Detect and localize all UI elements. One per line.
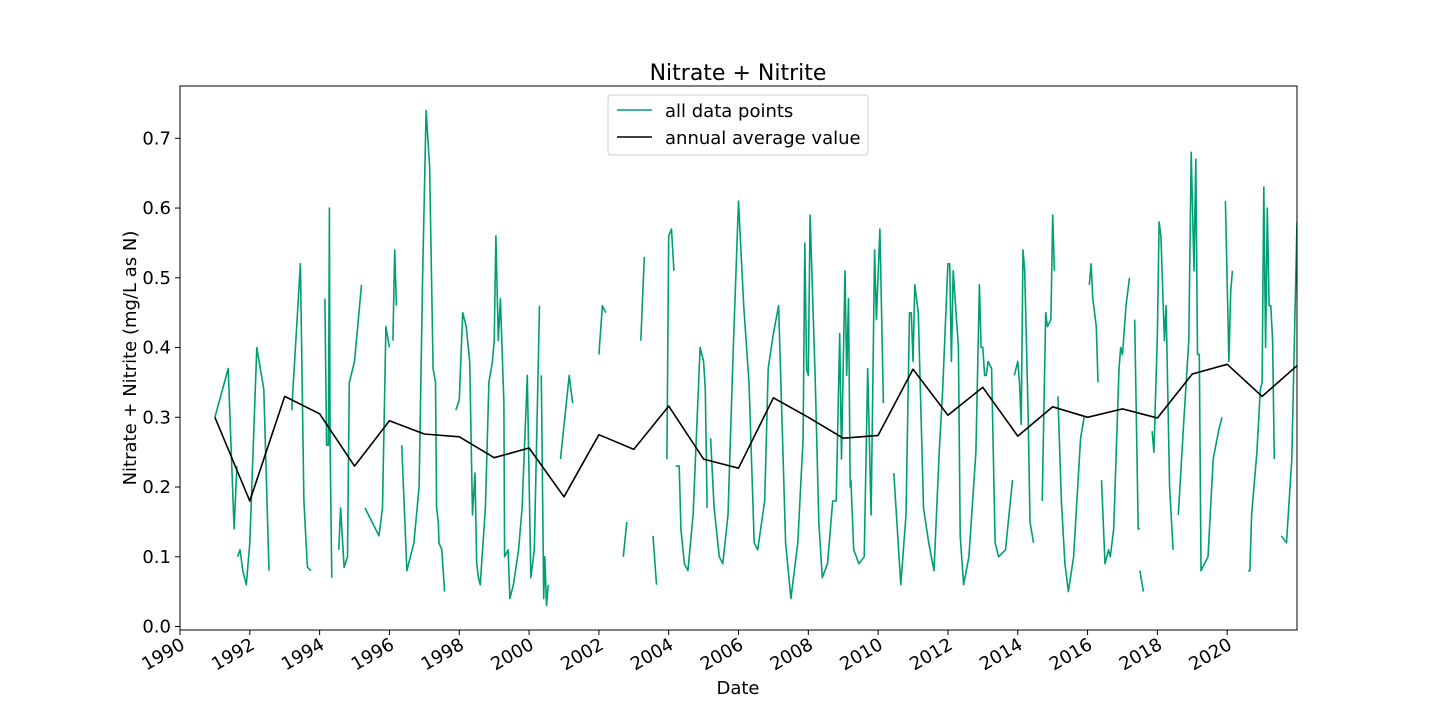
y-tick-label: 0.3 xyxy=(142,407,171,428)
all-data-points-segment-24 xyxy=(1133,319,1140,530)
y-tick-label: 0.6 xyxy=(142,198,171,219)
all-data-points-segment-11 xyxy=(598,304,607,355)
x-tick-label: 2014 xyxy=(976,634,1026,675)
x-tick-label: 2016 xyxy=(1046,634,1096,675)
x-tick-label: 1996 xyxy=(348,634,398,675)
x-axis: 1990 1992 1994 1996 1998 2000 2002 2004 2006 2008… xyxy=(138,630,1236,675)
all-data-points-segment-0 xyxy=(214,367,238,530)
y-tick-label: 0.0 xyxy=(142,617,171,638)
plot-area xyxy=(214,109,1297,607)
legend-label-all-data-points: all data points xyxy=(665,101,793,122)
all-data-points-segment-7 xyxy=(400,109,446,592)
all-data-points-segment-27 xyxy=(1177,151,1223,572)
x-tick-label: 2012 xyxy=(906,634,956,675)
all-data-points-segment-16 xyxy=(675,346,708,572)
x-tick-label: 2010 xyxy=(836,634,886,675)
all-data-points-segment-14 xyxy=(652,535,658,585)
all-data-points-segment-12 xyxy=(622,521,628,557)
y-axis: 0.0 0.1 0.2 0.3 0.4 0.5 0.6 0.7 xyxy=(142,128,180,638)
annual-average-line xyxy=(214,363,1297,502)
y-tick-label: 0.5 xyxy=(142,268,171,289)
all-data-points-segment-23 xyxy=(1100,277,1131,565)
x-tick-label: 2020 xyxy=(1186,634,1236,675)
legend-label-annual-average: annual average value xyxy=(665,128,861,149)
all-data-points-segment-9 xyxy=(540,375,550,607)
x-tick-label: 2002 xyxy=(557,634,607,675)
y-axis-label: Nitrate + Nitrite (mg/L as N) xyxy=(120,231,141,486)
all-data-points-segment-5 xyxy=(364,325,391,537)
all-data-points-segment-20 xyxy=(1041,214,1056,502)
all-data-points-segment-25 xyxy=(1139,570,1145,592)
all-data-points-segment-6 xyxy=(392,249,398,341)
y-tick-label: 0.4 xyxy=(142,338,171,359)
x-tick-label: 2004 xyxy=(627,634,677,675)
x-tick-label: 1992 xyxy=(208,634,258,675)
x-tick-label: 2000 xyxy=(487,634,537,675)
chart-title: Nitrate + Nitrite xyxy=(650,61,827,86)
legend-box xyxy=(607,94,869,156)
all-data-points-segment-2 xyxy=(290,262,312,572)
all-data-points-segment-1 xyxy=(236,346,270,586)
series-all-data-points xyxy=(214,109,1297,607)
all-data-points-segment-10 xyxy=(559,374,574,460)
x-tick-label: 2008 xyxy=(767,634,817,675)
all-data-points-segment-3 xyxy=(324,207,333,578)
all-data-points-segment-15 xyxy=(666,228,675,460)
x-tick-label: 1990 xyxy=(138,634,188,675)
y-tick-label: 0.2 xyxy=(142,477,171,498)
x-axis-label: Date xyxy=(716,678,759,699)
all-data-points-segment-17 xyxy=(709,200,885,600)
series-annual-average xyxy=(214,363,1297,502)
all-data-points-segment-26 xyxy=(1151,221,1174,550)
all-data-points-segment-28 xyxy=(1224,201,1234,363)
all-data-points-segment-22 xyxy=(1088,262,1099,383)
x-tick-label: 1994 xyxy=(278,634,328,675)
x-tick-label: 2018 xyxy=(1116,634,1166,675)
all-data-points-segment-8 xyxy=(455,235,541,600)
legend: all data points annual average value xyxy=(607,94,869,156)
x-tick-label: 1998 xyxy=(418,634,468,675)
all-data-points-segment-21 xyxy=(1057,396,1085,593)
y-tick-label: 0.1 xyxy=(142,547,171,568)
all-data-points-segment-30 xyxy=(1280,221,1297,544)
all-data-points-segment-19 xyxy=(1013,249,1035,543)
x-tick-label: 2006 xyxy=(697,634,747,675)
all-data-points-segment-18 xyxy=(893,262,1014,586)
all-data-points-segment-13 xyxy=(640,256,646,341)
y-tick-label: 0.7 xyxy=(142,128,171,149)
all-data-points-segment-29 xyxy=(1248,186,1276,572)
all-data-points-segment-4 xyxy=(338,284,363,569)
